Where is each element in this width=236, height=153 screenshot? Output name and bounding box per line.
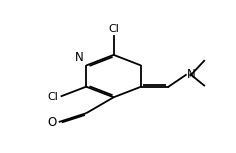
Text: N: N	[75, 51, 84, 64]
Text: O: O	[48, 116, 57, 129]
Text: Cl: Cl	[47, 92, 58, 102]
Text: Cl: Cl	[108, 24, 119, 34]
Text: N: N	[187, 68, 196, 81]
